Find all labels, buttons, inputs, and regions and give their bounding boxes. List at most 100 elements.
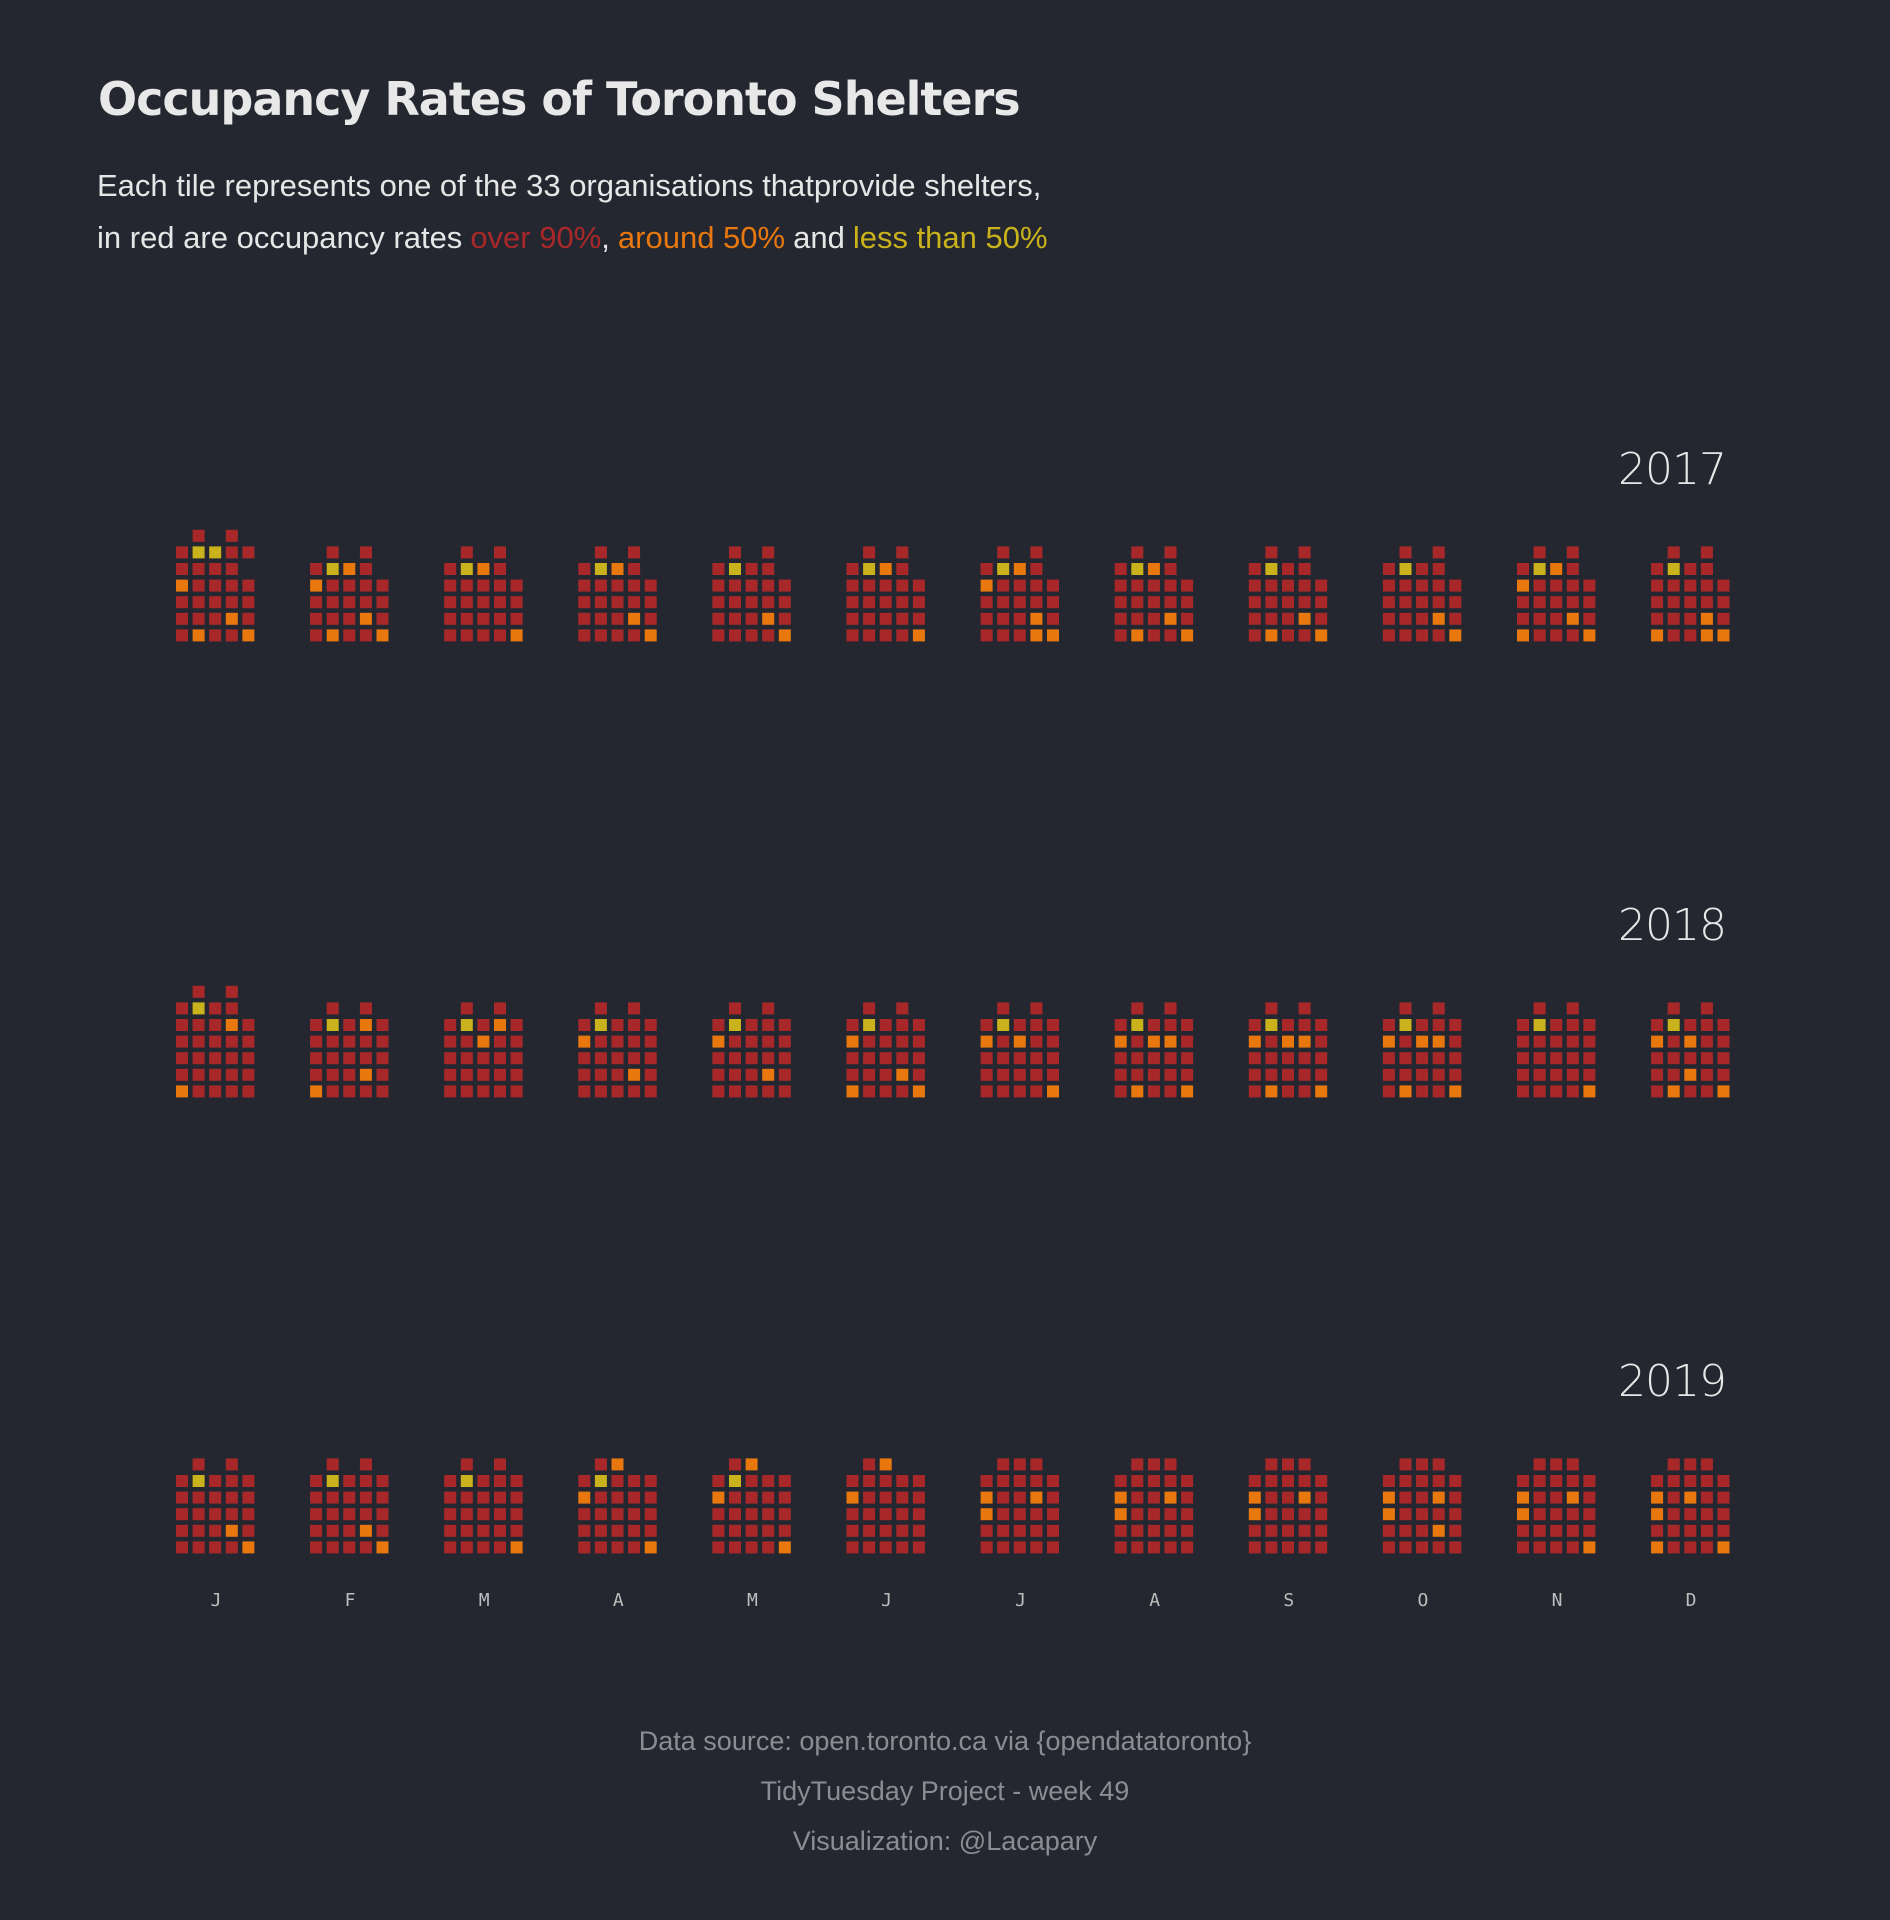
tile <box>745 1524 758 1537</box>
tile <box>343 629 356 642</box>
tile <box>712 629 725 642</box>
tile <box>242 1524 255 1537</box>
tile <box>1684 1475 1697 1487</box>
subtitle-line-1: Each tile represents one of the 33 organ… <box>97 168 1042 203</box>
tile <box>1147 1035 1160 1048</box>
tile <box>1382 1035 1395 1048</box>
tile <box>1432 1068 1445 1081</box>
tile <box>1667 1085 1680 1098</box>
tile <box>1248 612 1261 625</box>
tile <box>176 1541 188 1554</box>
tile <box>444 1524 457 1537</box>
tile <box>1667 1002 1680 1015</box>
tile <box>1550 1068 1563 1081</box>
tile <box>1566 1019 1579 1031</box>
tile <box>1449 629 1462 642</box>
tile <box>1717 1475 1730 1487</box>
tile <box>1700 1541 1713 1554</box>
tile <box>192 563 205 575</box>
tile <box>611 629 624 642</box>
legend-and: and <box>793 220 845 255</box>
tile <box>594 1035 607 1048</box>
tile <box>594 1491 607 1504</box>
month-grid-2017-3 <box>444 546 523 642</box>
tile <box>310 1035 323 1048</box>
tile <box>310 596 323 609</box>
tile <box>444 1068 457 1081</box>
tile <box>1164 579 1177 592</box>
tile <box>1164 1002 1177 1015</box>
tile <box>444 1085 457 1098</box>
tile <box>1013 1491 1026 1504</box>
tile <box>192 579 205 592</box>
tile <box>644 1019 657 1031</box>
tile <box>729 1491 741 1504</box>
tile <box>846 563 859 575</box>
month-label: D <box>1686 1590 1697 1611</box>
tile <box>326 1541 339 1554</box>
tile <box>1298 1052 1311 1065</box>
tile <box>594 579 607 592</box>
tile <box>444 1052 457 1065</box>
tile <box>1013 1019 1026 1031</box>
tile <box>846 1508 859 1521</box>
tile <box>192 612 205 625</box>
tile <box>1449 1068 1462 1081</box>
tile <box>1416 1508 1429 1521</box>
tile <box>1047 629 1059 642</box>
tile <box>1147 1458 1160 1471</box>
tile <box>1717 1035 1730 1048</box>
tile <box>376 1085 389 1098</box>
tile <box>477 1541 490 1554</box>
tile <box>997 1458 1010 1471</box>
tile <box>176 1052 188 1065</box>
tile <box>1315 1035 1328 1048</box>
tile <box>1315 1541 1328 1554</box>
tile <box>1282 1052 1294 1065</box>
tile <box>1700 1085 1713 1098</box>
tile <box>578 1019 591 1031</box>
tile <box>1114 579 1127 592</box>
tile <box>1047 579 1059 592</box>
tile <box>343 1085 356 1098</box>
tile <box>1013 1508 1026 1521</box>
tile <box>745 596 758 609</box>
tile <box>1700 563 1713 575</box>
tile <box>1550 1085 1563 1098</box>
tile <box>1030 596 1043 609</box>
tile <box>343 1068 356 1081</box>
tile <box>1667 1035 1680 1048</box>
tile <box>1282 1068 1294 1081</box>
tile <box>1114 563 1127 575</box>
tile <box>1717 1491 1730 1504</box>
tile <box>778 1508 791 1521</box>
tile <box>1684 1019 1697 1031</box>
tile <box>310 1491 323 1504</box>
tile <box>594 1068 607 1081</box>
tile <box>846 1085 859 1098</box>
tile <box>1147 1052 1160 1065</box>
tile <box>1248 1035 1261 1048</box>
tile <box>1013 1541 1026 1554</box>
tile <box>209 546 222 559</box>
tile <box>1566 563 1579 575</box>
tile <box>980 1475 993 1487</box>
tile <box>1315 1524 1328 1537</box>
tile <box>896 563 909 575</box>
tile <box>176 546 188 559</box>
tile <box>1651 1491 1664 1504</box>
tile <box>1298 1002 1311 1015</box>
tile <box>712 1035 725 1048</box>
tile <box>510 1508 523 1521</box>
tile <box>863 1019 876 1031</box>
tile <box>343 1019 356 1031</box>
tile <box>1684 1085 1697 1098</box>
tile <box>209 1541 222 1554</box>
tile <box>477 596 490 609</box>
tile <box>477 1019 490 1031</box>
tile <box>1315 1508 1328 1521</box>
tile <box>209 1035 222 1048</box>
month-grid-2019-7 <box>980 1458 1059 1554</box>
tile <box>326 1524 339 1537</box>
tile <box>1248 1019 1261 1031</box>
